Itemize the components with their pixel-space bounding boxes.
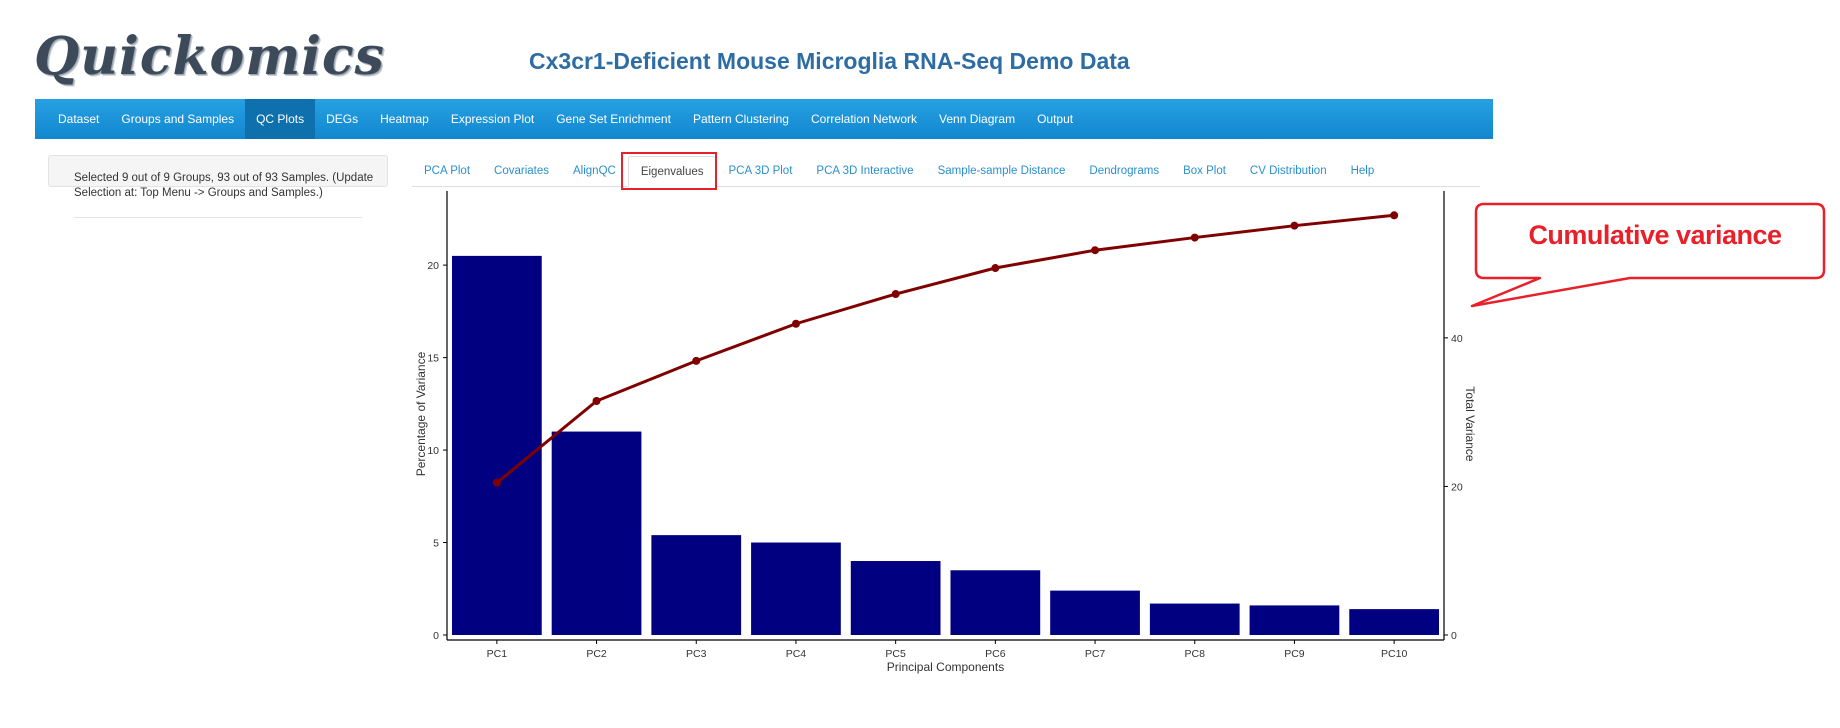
cumulative-point-pc10 [1390,211,1399,220]
nav-pattern-clustering[interactable]: Pattern Clustering [692,112,789,126]
sidebar-panel [48,155,388,187]
sidebar-divider [74,217,362,218]
tab-box-plot[interactable]: Box Plot [1183,165,1226,177]
nav-heatmap[interactable]: Heatmap [380,112,429,126]
tab-covariates[interactable]: Covariates [494,165,549,177]
tab-pca-3d-plot[interactable]: PCA 3D Plot [728,165,793,177]
tab-pca-3d-interactive[interactable]: PCA 3D Interactive [816,165,914,177]
bar-pc9 [1249,605,1340,635]
cumulative-point-pc9 [1290,221,1299,230]
nav-qc-plots[interactable]: QC Plots [245,99,316,139]
bar-pc5 [850,561,941,635]
y2-axis-label: Total Variance [1463,386,1477,461]
nav-gene-set-enrichment[interactable]: Gene Set Enrichment [556,112,671,126]
y-tick-label: 20 [427,260,439,272]
active-tab-highlight [621,152,717,190]
x-axis-label: Principal Components [887,660,1004,674]
selection-info-text: Selected 9 out of 9 Groups, 93 out of 93… [74,172,374,199]
cumulative-variance-line [495,213,1395,484]
eigenvalues-chart: 0 5 10 15 20 0 20 40 PC1 PC2 PC3 PC4 PC5 PC6 PC7 PC8 PC9… [414,191,1477,674]
cumulative-point-pc3 [692,356,701,365]
x-tick-label: PC7 [1085,648,1106,660]
nav-expression-plot[interactable]: Expression Plot [450,112,535,126]
tab-alignqc[interactable]: AlignQC [573,165,616,177]
tab-sample-sample-distance[interactable]: Sample-sample Distance [937,165,1066,177]
x-tick-label: PC2 [586,648,607,660]
top-navbar: Dataset Groups and Samples QC Plots DEGs… [35,99,1493,139]
nav-venn-diagram[interactable]: Venn Diagram [939,112,1016,126]
x-tick-label: PC1 [487,648,508,660]
nav-dataset[interactable]: Dataset [58,112,100,126]
y2-tick-label: 20 [1451,481,1463,493]
bar-pc8 [1149,603,1240,635]
x-tick-label: PC10 [1381,648,1407,660]
x-tick-label: PC6 [985,648,1006,660]
y2-tick-label: 40 [1451,333,1463,345]
x-tick-label: PC8 [1185,648,1206,660]
bar-pc7 [1050,590,1140,635]
tab-dendrograms[interactable]: Dendrograms [1089,165,1160,177]
bar-pc10 [1349,609,1440,635]
cumulative-point-pc2 [592,397,601,405]
bar-pc4 [751,542,841,635]
nav-degs[interactable]: DEGs [326,112,359,126]
app-logo: Quickomics [34,26,385,87]
page-title: Cx3cr1-Deficient Mouse Microglia RNA-Seq… [529,48,1130,74]
callout-label: Cumulative variance [1528,220,1782,250]
y-axis-label: Percentage of Variance [414,351,428,476]
cumulative-point-pc1 [492,478,501,487]
y-tick-label: 0 [433,630,439,642]
tab-pca-plot[interactable]: PCA Plot [424,165,471,177]
y-tick-label: 5 [433,538,439,550]
x-tick-label: PC3 [686,648,707,660]
bar-pc2 [551,431,642,635]
x-tick-label: PC9 [1284,648,1305,660]
cumulative-point-pc4 [791,319,800,328]
x-tick-label: PC4 [786,648,807,660]
nav-correlation-network[interactable]: Correlation Network [810,112,918,126]
bar-pc6 [950,570,1041,635]
y-tick-label: 15 [427,353,439,365]
cumulative-point-pc5 [891,290,900,299]
nav-output[interactable]: Output [1037,112,1074,126]
cumulative-point-pc7 [1091,246,1100,255]
qc-tabs: PCA Plot Covariates AlignQC Eigenvalues … [412,156,1480,187]
y2-tick-label: 0 [1451,630,1457,642]
cumulative-point-pc6 [991,264,1000,273]
x-tick-label: PC5 [885,648,906,660]
y-tick-label: 10 [427,445,439,457]
cumulative-point-pc8 [1190,233,1199,242]
bar-pc1 [451,255,542,635]
tab-eigenvalues[interactable]: Eigenvalues [627,156,717,187]
tab-help[interactable]: Help [1350,165,1375,177]
bar-pc3 [651,535,742,635]
tab-cv-distribution[interactable]: CV Distribution [1249,165,1327,177]
nav-groups-and-samples[interactable]: Groups and Samples [121,112,235,126]
callout-bubble [1470,202,1826,308]
